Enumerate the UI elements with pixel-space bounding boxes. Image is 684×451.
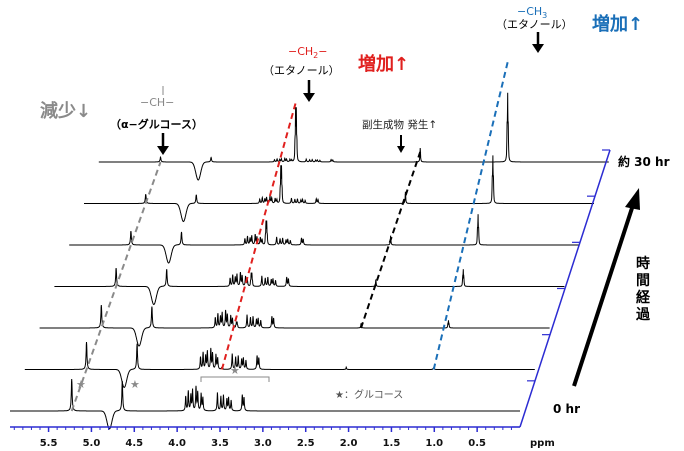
ppm-tick-label: 1.0 <box>425 438 443 449</box>
annotation-byproduct: 副生成物 発生↑ <box>362 118 437 153</box>
spectrum-trace-6 <box>98 92 609 181</box>
annotation-ch: 減少↓ −CH− （α−グルコース） <box>40 86 203 155</box>
star-marker-region: ★ <box>230 364 240 377</box>
ppm-tick-label: 2.0 <box>340 438 358 449</box>
star-marker-alpha: ★ <box>76 378 86 391</box>
ch3-formula: −CH3 <box>517 5 547 20</box>
trend-decrease-label: 減少↓ <box>40 100 91 122</box>
trend-lines <box>70 61 509 412</box>
trend-line-byproduct <box>360 151 422 329</box>
ch-formula: −CH− <box>140 96 174 109</box>
trend-increase-ch2-label: 増加↑ <box>358 53 409 75</box>
ppm-tick-label: 4.0 <box>168 438 186 449</box>
ppm-tick-label: 5.5 <box>40 438 58 449</box>
spectrum-trace-0 <box>10 378 520 430</box>
spectrum-trace-3 <box>54 268 565 306</box>
byproduct-label: 副生成物 発生↑ <box>362 118 437 131</box>
ppm-tick-label: 1.5 <box>383 438 401 449</box>
time-end-label: 約 30 hr <box>618 154 670 169</box>
ppm-minor-ticks <box>13 427 512 430</box>
spectrum-trace-4 <box>69 214 580 264</box>
glucose-region-bracket <box>200 376 270 382</box>
byproduct-arrow-head <box>397 146 405 153</box>
ch2-formula: −CH2− <box>288 45 327 60</box>
glucose-legend: ★：グルコース <box>335 388 403 401</box>
trend-increase-ch3-label: 増加↑ <box>592 13 643 35</box>
ppm-axis-label: ppm <box>530 438 555 449</box>
ppm-tick-label: 4.5 <box>125 438 143 449</box>
glucose-markers: ★ ★ ★ ★：グルコース <box>76 364 403 401</box>
ch2-compound-name: （エタノール） <box>263 64 340 77</box>
ch3-compound-name: （エタノール） <box>496 18 573 31</box>
ch3-arrow-head <box>532 44 544 53</box>
ppm-tick-label: 2.5 <box>297 438 315 449</box>
time-axis: 約 30 hr 0 hr 時間経過 <box>512 149 670 428</box>
ch-arrow-head <box>157 146 169 155</box>
spectrum-trace-1 <box>24 341 535 388</box>
ppm-axis: 5.5 5.0 4.5 4.0 3.5 3.0 2.5 2.0 1.5 1.0 0.5 ppm <box>10 426 555 449</box>
time-axis-ticks <box>512 149 610 428</box>
ch2-arrow-head <box>303 93 315 102</box>
trend-line-glucose <box>70 161 162 412</box>
annotation-ch2: −CH2− （エタノール） 増加↑ <box>263 45 409 102</box>
spectrum-trace-2 <box>39 305 550 347</box>
ppm-tick-label: 3.5 <box>211 438 229 449</box>
time-start-label: 0 hr <box>553 402 580 416</box>
star-marker-beta: ★ <box>130 378 140 391</box>
spectra-traces <box>10 92 609 430</box>
time-arrow-shaft <box>572 204 635 387</box>
ppm-tick-label: 3.0 <box>254 438 272 449</box>
ppm-tick-label: 5.0 <box>83 438 101 449</box>
time-arrow-label: 時間経過 <box>635 255 651 323</box>
trend-line-ethanol-ch2 <box>220 101 297 370</box>
spectrum-trace-5 <box>84 155 594 223</box>
ppm-tick-label: 0.5 <box>468 438 486 449</box>
ppm-major-ticks: 5.5 5.0 4.5 4.0 3.5 3.0 2.5 2.0 1.5 1.0 0.5 <box>40 427 486 449</box>
time-arrow-head <box>625 188 640 210</box>
trend-line-ethanol-ch3 <box>432 61 509 370</box>
ch-compound-name: （α−グルコース） <box>110 117 203 131</box>
annotation-ch3: −CH3 （エタノール） 増加↑ <box>496 5 643 53</box>
